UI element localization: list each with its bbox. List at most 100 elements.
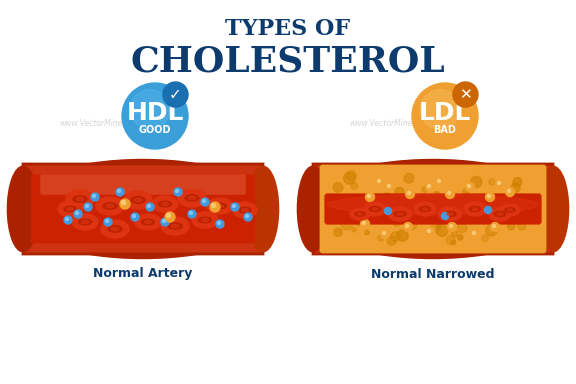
Ellipse shape xyxy=(96,197,124,215)
Circle shape xyxy=(494,226,499,232)
Ellipse shape xyxy=(397,213,403,215)
Ellipse shape xyxy=(422,208,428,210)
Circle shape xyxy=(91,193,99,201)
Ellipse shape xyxy=(464,202,486,216)
Circle shape xyxy=(376,209,386,219)
Circle shape xyxy=(165,212,175,222)
Circle shape xyxy=(492,225,495,227)
Circle shape xyxy=(210,202,220,212)
Circle shape xyxy=(344,172,355,184)
Circle shape xyxy=(381,193,392,203)
Ellipse shape xyxy=(135,214,161,230)
Circle shape xyxy=(468,184,471,187)
Circle shape xyxy=(378,235,384,241)
Ellipse shape xyxy=(142,219,154,225)
Ellipse shape xyxy=(388,207,412,221)
Circle shape xyxy=(436,225,448,237)
Circle shape xyxy=(105,220,108,222)
Circle shape xyxy=(499,197,506,204)
Circle shape xyxy=(358,207,362,212)
Circle shape xyxy=(64,216,72,224)
Circle shape xyxy=(74,210,82,218)
Circle shape xyxy=(506,187,514,197)
Circle shape xyxy=(403,195,412,205)
Ellipse shape xyxy=(76,197,84,201)
Circle shape xyxy=(392,216,401,226)
Ellipse shape xyxy=(414,202,436,216)
Circle shape xyxy=(449,225,453,227)
Circle shape xyxy=(412,83,478,149)
Ellipse shape xyxy=(207,198,233,214)
Circle shape xyxy=(188,210,196,218)
Circle shape xyxy=(233,205,236,207)
Circle shape xyxy=(478,200,488,210)
Circle shape xyxy=(352,228,356,232)
Ellipse shape xyxy=(192,212,218,228)
Circle shape xyxy=(122,200,126,205)
Circle shape xyxy=(406,189,415,199)
Text: www.VectorMine.com: www.VectorMine.com xyxy=(59,119,141,129)
Circle shape xyxy=(340,198,350,207)
Circle shape xyxy=(231,203,239,211)
Circle shape xyxy=(438,179,441,182)
Circle shape xyxy=(431,223,440,232)
Circle shape xyxy=(166,214,170,217)
Circle shape xyxy=(406,219,417,230)
Text: CHOLESTEROL: CHOLESTEROL xyxy=(131,44,445,78)
Circle shape xyxy=(351,183,358,189)
Circle shape xyxy=(354,214,366,226)
FancyBboxPatch shape xyxy=(313,164,553,254)
Ellipse shape xyxy=(145,220,151,223)
Circle shape xyxy=(146,203,154,211)
Circle shape xyxy=(464,211,475,222)
Circle shape xyxy=(131,213,139,221)
Circle shape xyxy=(201,198,209,206)
Circle shape xyxy=(505,209,510,214)
Ellipse shape xyxy=(500,204,520,216)
Circle shape xyxy=(511,184,520,192)
Ellipse shape xyxy=(505,208,515,212)
Circle shape xyxy=(388,204,393,209)
Ellipse shape xyxy=(64,206,76,212)
Circle shape xyxy=(116,188,124,196)
Ellipse shape xyxy=(372,208,378,210)
Ellipse shape xyxy=(81,220,89,223)
Circle shape xyxy=(359,204,371,216)
Circle shape xyxy=(75,212,78,215)
Circle shape xyxy=(334,183,343,192)
Circle shape xyxy=(404,222,412,232)
FancyBboxPatch shape xyxy=(324,194,541,225)
Ellipse shape xyxy=(419,207,430,212)
Circle shape xyxy=(388,184,391,187)
Ellipse shape xyxy=(131,197,145,203)
Ellipse shape xyxy=(72,214,98,230)
Ellipse shape xyxy=(369,207,381,212)
Circle shape xyxy=(518,222,526,230)
Circle shape xyxy=(433,192,440,199)
Circle shape xyxy=(422,187,427,192)
Circle shape xyxy=(118,189,120,192)
Text: ✕: ✕ xyxy=(459,87,472,102)
Ellipse shape xyxy=(66,190,94,208)
Ellipse shape xyxy=(178,189,206,207)
Text: Normal Narrowed: Normal Narrowed xyxy=(372,268,495,280)
Ellipse shape xyxy=(168,223,182,229)
Circle shape xyxy=(162,220,165,222)
Ellipse shape xyxy=(507,209,513,211)
Circle shape xyxy=(203,200,206,202)
Circle shape xyxy=(218,222,221,225)
Circle shape xyxy=(377,179,381,182)
Text: www.VectorMine.com: www.VectorMine.com xyxy=(349,119,431,129)
Ellipse shape xyxy=(248,166,279,252)
Ellipse shape xyxy=(298,159,567,258)
Ellipse shape xyxy=(171,224,179,228)
Circle shape xyxy=(507,189,510,192)
Circle shape xyxy=(437,224,441,229)
Circle shape xyxy=(120,199,130,209)
Circle shape xyxy=(486,225,497,236)
Ellipse shape xyxy=(103,203,117,209)
Ellipse shape xyxy=(188,196,196,200)
Circle shape xyxy=(391,232,400,241)
Ellipse shape xyxy=(67,207,73,210)
Circle shape xyxy=(486,192,495,202)
